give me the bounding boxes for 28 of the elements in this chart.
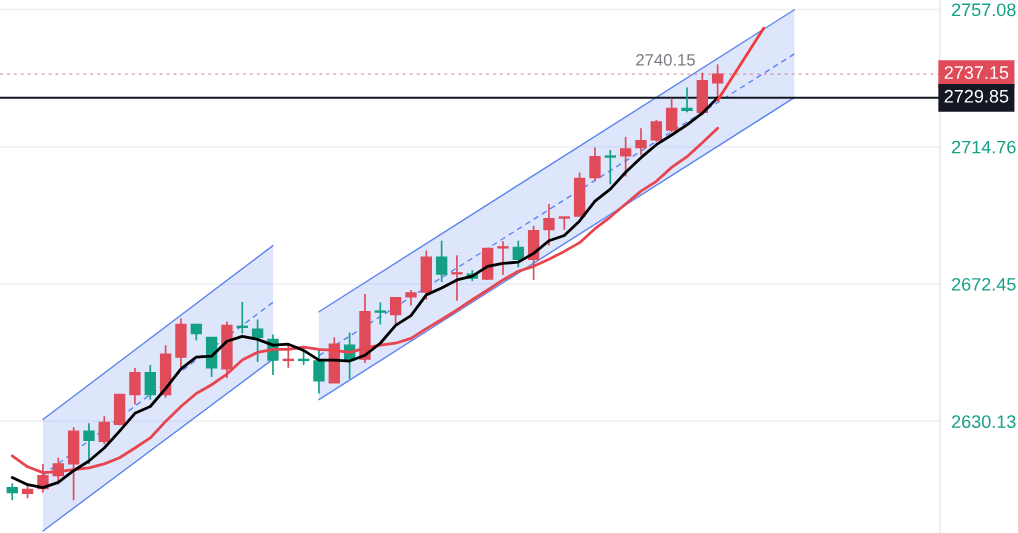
- candlestick: [650, 119, 662, 143]
- candlestick: [619, 136, 632, 178]
- y-tick-label: 2630.13: [952, 415, 1016, 429]
- candlestick: [313, 349, 325, 395]
- candlestick: [589, 146, 601, 183]
- candlestick: [497, 240, 509, 276]
- ref-line-label: 2729.85: [944, 89, 1009, 103]
- candlestick: [558, 216, 570, 231]
- candlestick: [635, 127, 647, 156]
- candlestick: [665, 97, 678, 133]
- candlestick: [681, 86, 693, 114]
- y-tick-label: 2714.76: [952, 140, 1016, 154]
- candlestick: [604, 149, 616, 186]
- candlestick: [389, 296, 402, 326]
- candlestick: [543, 203, 555, 247]
- candlestick: [144, 364, 156, 401]
- annotation: 2740.15: [636, 53, 695, 66]
- candlestick: [374, 301, 386, 326]
- candlestick: [83, 422, 95, 465]
- candlestick: [435, 239, 448, 283]
- y-tick-label: 2672.45: [952, 277, 1016, 291]
- candlestick: [512, 239, 524, 269]
- candlestick: [129, 367, 141, 406]
- candlestick: [98, 415, 110, 445]
- candlestick: [251, 318, 264, 363]
- ref-line-label: 2737.15: [944, 66, 1009, 79]
- candlestick: [451, 254, 463, 302]
- y-tick-label: 2757.08: [952, 3, 1016, 17]
